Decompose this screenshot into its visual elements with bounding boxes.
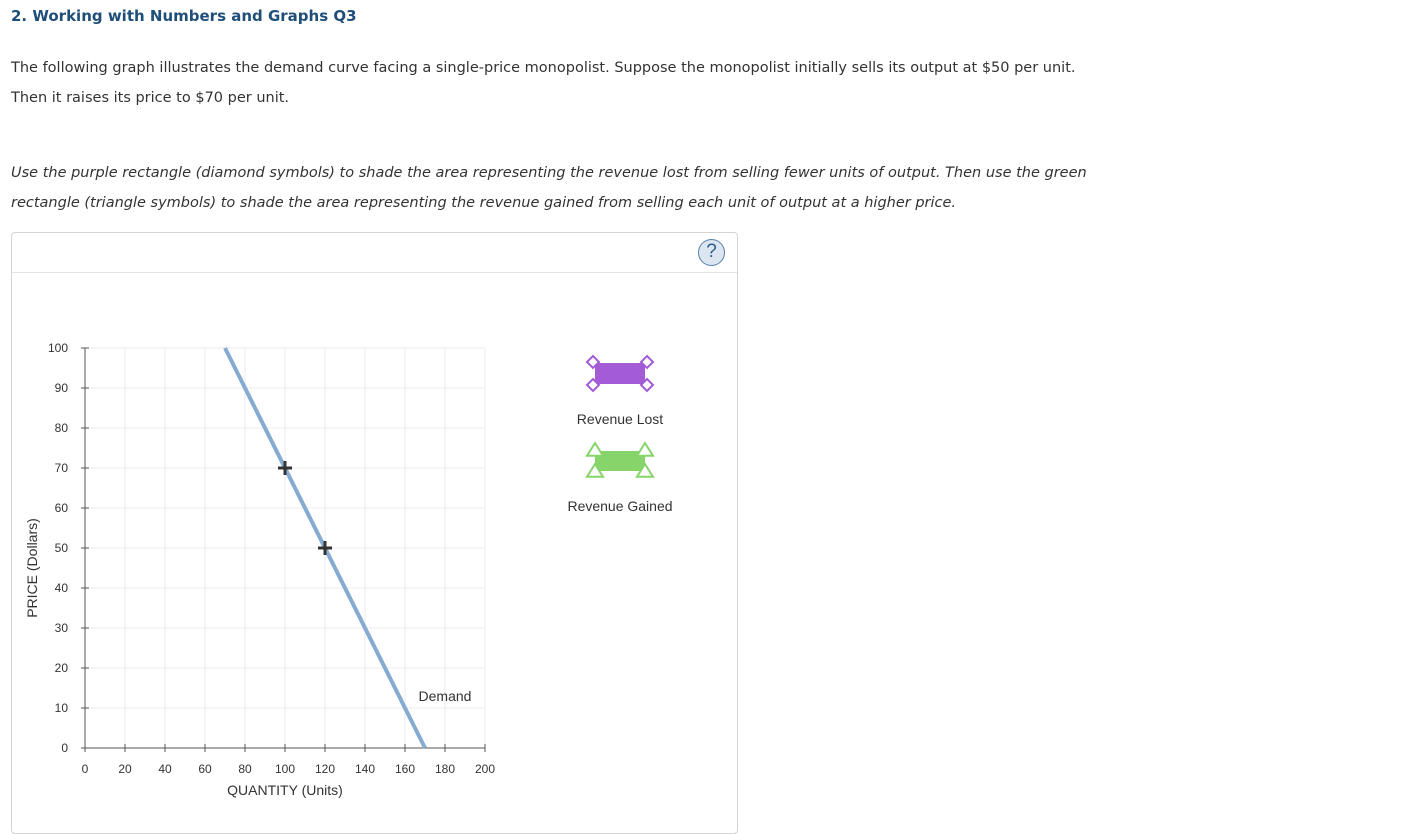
y-tick-label: 70 (55, 461, 69, 475)
diamond-handle-icon[interactable] (639, 354, 655, 370)
x-tick-label: 200 (475, 762, 495, 776)
triangle-handle-icon[interactable] (635, 462, 655, 478)
revenue-lost-rectangle-tool[interactable] (595, 363, 645, 384)
question-text: The following graph illustrates the dema… (11, 53, 1391, 113)
question-text-line-1: The following graph illustrates the dema… (11, 60, 1076, 76)
x-tick-label: 20 (118, 762, 132, 776)
x-tick-label: 60 (198, 762, 212, 776)
x-tick-label: 180 (435, 762, 455, 776)
y-tick-label: 50 (55, 541, 69, 555)
question-text-line-2: Then it raises its price to $70 per unit… (11, 90, 290, 106)
triangle-handle-icon[interactable] (635, 441, 655, 457)
triangle-handle-icon[interactable] (585, 462, 605, 478)
y-tick-label: 60 (55, 501, 69, 515)
instruction-text-line-1: Use the purple rectangle (diamond symbol… (11, 165, 1087, 181)
graph-panel: ? 0 10 20 30 40 50 60 70 80 90 100 0 20 40 60 80 100 120 1… (11, 232, 738, 834)
y-tick-label: 10 (55, 701, 69, 715)
x-tick-label: 40 (158, 762, 172, 776)
graph-panel-header: ? (12, 233, 737, 273)
diamond-handle-icon[interactable] (585, 377, 601, 393)
x-tick-label: 160 (395, 762, 415, 776)
y-tick-label: 100 (48, 341, 68, 355)
demand-label: Demand (419, 688, 472, 704)
y-tick-label: 40 (55, 581, 69, 595)
instruction-text: Use the purple rectangle (diamond symbol… (11, 158, 1391, 218)
chart-svg: 0 10 20 30 40 50 60 70 80 90 100 0 20 40 60 80 100 120 140… (24, 341, 673, 798)
x-tick-label: 0 (82, 762, 89, 776)
x-tick-label: 100 (275, 762, 295, 776)
x-tick-label: 80 (238, 762, 252, 776)
page-title: 2. Working with Numbers and Graphs Q3 (11, 7, 357, 25)
instruction-text-line-2: rectangle (triangle symbols) to shade th… (11, 195, 957, 211)
y-tick-label: 80 (55, 421, 69, 435)
revenue-lost-label: Revenue Lost (577, 411, 664, 427)
triangle-handle-icon[interactable] (585, 441, 605, 457)
x-tick-label: 140 (355, 762, 375, 776)
revenue-gained-label: Revenue Gained (567, 498, 672, 514)
y-tick-label: 90 (55, 381, 69, 395)
x-axis-label: QUANTITY (Units) (227, 782, 343, 798)
diamond-handle-icon[interactable] (585, 354, 601, 370)
y-axis-label: PRICE (Dollars) (24, 518, 40, 618)
y-tick-label: 30 (55, 621, 69, 635)
y-tick-label: 0 (61, 741, 68, 755)
help-icon[interactable]: ? (698, 239, 725, 266)
x-tick-label: 120 (315, 762, 335, 776)
diamond-handle-icon[interactable] (639, 377, 655, 393)
y-tick-label: 20 (55, 661, 69, 675)
revenue-gained-rectangle-tool[interactable] (595, 451, 645, 471)
